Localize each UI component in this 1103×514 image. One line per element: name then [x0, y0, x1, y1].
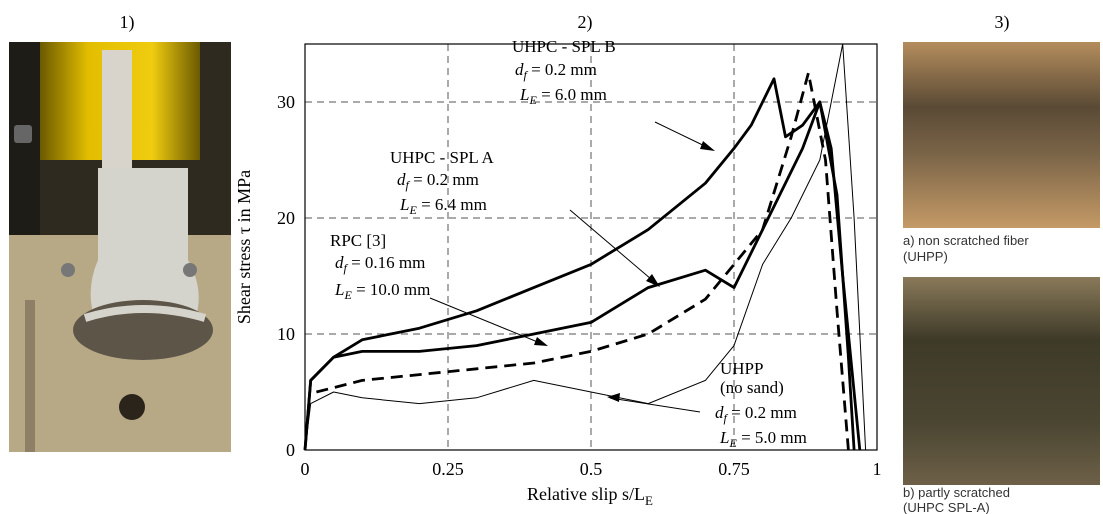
param-value: = 10.0 mm: [352, 280, 431, 299]
param-sub: E: [528, 93, 537, 107]
annotation-param: df = 0.2 mm: [397, 170, 479, 192]
x-tick-label: 1: [873, 459, 882, 479]
plot-frame: [304, 43, 878, 451]
param-symbol: L: [519, 85, 529, 104]
param-sub: f: [406, 178, 411, 192]
param-symbol: L: [399, 195, 409, 214]
annotation-param: LE = 5.0 mm: [719, 428, 807, 450]
param-symbol: L: [719, 428, 729, 447]
series-line: [303, 77, 862, 451]
annotation-title: (no sand): [720, 378, 784, 397]
param-value: = 5.0 mm: [737, 428, 807, 447]
photo-fiber-a: [903, 42, 1100, 228]
annotation-param: df = 0.16 mm: [335, 253, 425, 275]
annotation-param: LE = 6.0 mm: [519, 85, 607, 107]
y-tick-label: 20: [277, 208, 295, 228]
photo-fixture: [9, 42, 231, 452]
x-axis-label-sub: E: [645, 493, 653, 508]
param-value: = 0.2 mm: [527, 60, 597, 79]
x-axis-label-text: Relative slip s/L: [527, 484, 645, 504]
param-sub: E: [343, 288, 352, 302]
annotation-arrows: [429, 121, 715, 413]
x-tick-label: 0.25: [432, 459, 464, 479]
annotation-title: RPC [3]: [330, 231, 386, 250]
panel-label: 1): [120, 12, 135, 33]
annotation-param: df = 0.2 mm: [515, 60, 597, 82]
caption: (UHPC SPL-A): [903, 500, 990, 514]
param-symbol: L: [334, 280, 344, 299]
y-tick-label: 0: [286, 440, 295, 460]
caption: b) partly scratched: [903, 485, 1010, 500]
param-sub: f: [524, 68, 529, 82]
x-tick-label: 0: [301, 459, 310, 479]
param-value: = 0.16 mm: [347, 253, 426, 272]
param-value: = 6.0 mm: [537, 85, 607, 104]
param-sub: f: [724, 411, 729, 425]
x-axis-label: Relative slip s/LE: [527, 484, 653, 508]
annotation-title: UHPP: [720, 359, 763, 378]
annotation-param: LE = 6.4 mm: [399, 195, 487, 217]
param-sub: f: [344, 261, 349, 275]
series-line: [303, 100, 856, 451]
caption: a) non scratched fiber: [903, 233, 1029, 248]
annotation-title: UHPC - SPL B: [512, 37, 616, 56]
photo-fiber-b: [903, 277, 1100, 485]
y-tick-label: 10: [277, 324, 295, 344]
param-symbol: d: [397, 170, 406, 189]
param-sub: E: [728, 436, 737, 450]
panel-label: 3): [995, 12, 1010, 33]
y-tick-label: 30: [277, 92, 295, 112]
y-axis-label: Shear stress τ in MPa: [234, 170, 254, 324]
param-symbol: d: [335, 253, 344, 272]
panel-label: 2): [578, 12, 593, 33]
param-symbol: d: [515, 60, 524, 79]
param-value: = 0.2 mm: [409, 170, 479, 189]
annotation-param: LE = 10.0 mm: [334, 280, 430, 302]
x-tick-label: 0.75: [718, 459, 750, 479]
param-value: = 6.4 mm: [417, 195, 487, 214]
param-sub: E: [408, 203, 417, 217]
param-symbol: d: [715, 403, 724, 422]
annotation-title: UHPC - SPL A: [390, 148, 494, 167]
caption: (UHPP): [903, 249, 948, 264]
annotation-param: df = 0.2 mm: [715, 403, 797, 425]
param-value: = 0.2 mm: [727, 403, 797, 422]
x-tick-label: 0.5: [580, 459, 603, 479]
